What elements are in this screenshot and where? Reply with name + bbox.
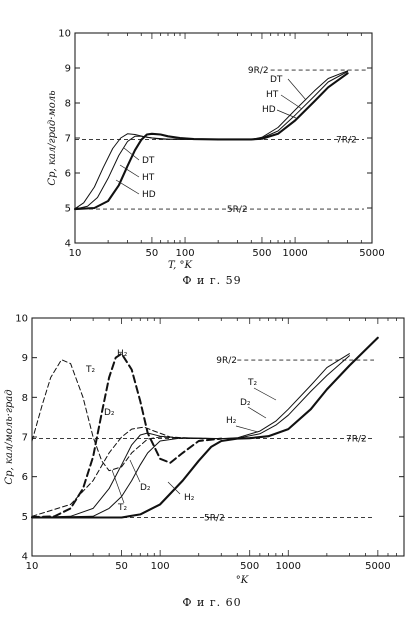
plot-frame bbox=[74, 32, 373, 244]
series-label-leader bbox=[129, 459, 141, 483]
series-label-leader bbox=[280, 94, 303, 110]
y-tick-label: 7 bbox=[65, 134, 71, 145]
y-tick-label: 9 bbox=[65, 64, 71, 75]
series-label: T₂ bbox=[117, 503, 127, 513]
series-label: T₂ bbox=[85, 365, 95, 375]
x-tick-label: 100 bbox=[175, 248, 194, 259]
series-label: HT bbox=[266, 90, 279, 100]
reference-line-label: 7R/2 bbox=[336, 135, 357, 145]
y-tick-label: 9 bbox=[22, 353, 28, 364]
series-line bbox=[31, 359, 222, 472]
x-tick-label: 1000 bbox=[282, 248, 307, 259]
series-label: HT bbox=[142, 173, 155, 183]
y-tick-label: 5 bbox=[65, 204, 71, 215]
series-line bbox=[30, 336, 379, 519]
series-label: H₂ bbox=[184, 493, 195, 503]
x-axis-label: T, °K bbox=[168, 260, 193, 271]
series-label: DT bbox=[142, 156, 155, 166]
y-axis-label: Cp, кал/моль·град bbox=[4, 389, 15, 484]
reference-line-label: 5R/2 bbox=[204, 514, 225, 524]
y-tick-label: 6 bbox=[22, 472, 28, 483]
x-tick-label: 1000 bbox=[276, 561, 301, 572]
series-label: D₂ bbox=[240, 398, 251, 408]
series-label-leader bbox=[253, 387, 277, 401]
series-label: DT bbox=[270, 75, 283, 85]
chart-1: 4 5 6 7 8 9 10 10 50 100 500 1000 5000 T, °K Cp, кал/г… bbox=[47, 29, 385, 288]
x-tick-label: 50 bbox=[115, 561, 128, 572]
series-label-leader bbox=[276, 109, 297, 119]
y-tick-label: 8 bbox=[65, 99, 71, 110]
series-line bbox=[73, 72, 349, 211]
x-tick-label: 5000 bbox=[359, 248, 384, 259]
x-tick-label: 10 bbox=[26, 561, 39, 572]
y-tick-label: 6 bbox=[65, 169, 71, 180]
y-tick-label: 10 bbox=[15, 314, 28, 325]
y-axis-label: Cp, кал/град·моль bbox=[47, 90, 58, 185]
x-tick-label: 5000 bbox=[365, 561, 390, 572]
reference-line-label: 9R/2 bbox=[216, 356, 237, 366]
y-tick-label: 5 bbox=[22, 512, 28, 523]
y-tick-label: 10 bbox=[58, 29, 71, 40]
reference-line-label: 9R/2 bbox=[248, 66, 269, 76]
series-label-leader bbox=[167, 481, 181, 495]
reference-line-label: 7R/2 bbox=[346, 435, 367, 445]
series-label-leader bbox=[287, 78, 307, 101]
series-label: D₂ bbox=[140, 483, 151, 493]
x-axis-label: °K bbox=[236, 575, 249, 586]
x-tick-label: 500 bbox=[252, 248, 271, 259]
series-label: H₂ bbox=[117, 349, 128, 359]
series-label-leader bbox=[111, 469, 125, 504]
x-tick-label: 10 bbox=[69, 248, 82, 259]
series-label: HD bbox=[262, 105, 276, 115]
x-tick-label: 500 bbox=[240, 561, 259, 572]
y-tick-label: 7 bbox=[22, 433, 28, 444]
series-label: HD bbox=[142, 190, 156, 200]
series-label: D₂ bbox=[104, 408, 115, 418]
figure-caption: Ф и г. 60 bbox=[182, 596, 241, 609]
chart-2: 4 5 6 7 8 9 10 10 50 100 500 1000 5000 °K Cp, кал/моль… bbox=[4, 314, 405, 609]
series-label-leader bbox=[119, 164, 140, 178]
series-label-leader bbox=[115, 179, 140, 195]
series-label-leader bbox=[247, 406, 267, 419]
series-label: T₂ bbox=[247, 378, 257, 388]
reference-line-label: 5R/2 bbox=[227, 205, 248, 215]
x-tick-label: 50 bbox=[146, 248, 159, 259]
series-label-leader bbox=[123, 147, 140, 161]
y-tick-label: 8 bbox=[22, 393, 28, 404]
figure-caption: Ф и г. 59 bbox=[182, 274, 241, 287]
series-line bbox=[31, 353, 350, 518]
series-label: H₂ bbox=[226, 416, 237, 426]
x-tick-label: 100 bbox=[151, 561, 170, 572]
series-label-leader bbox=[235, 425, 259, 433]
y-tick-label: 4 bbox=[65, 239, 71, 250]
y-tick-label: 4 bbox=[22, 552, 28, 563]
series-line bbox=[31, 355, 350, 518]
